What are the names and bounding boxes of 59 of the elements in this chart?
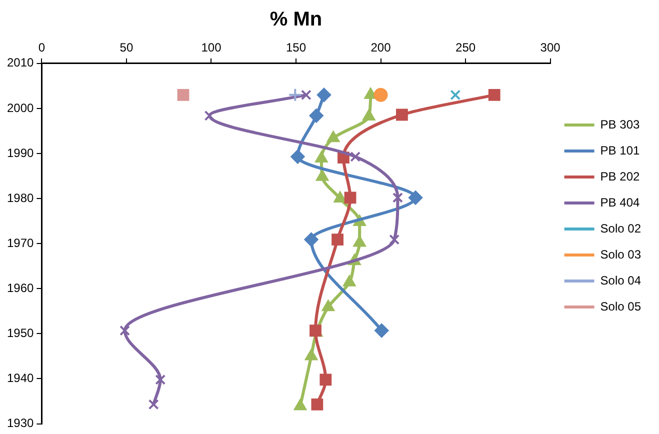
y-tick-label: 1950 <box>6 326 34 340</box>
point <box>327 131 340 142</box>
point <box>148 399 159 410</box>
point <box>389 234 400 245</box>
point <box>362 110 376 121</box>
x-tick-label: 100 <box>201 40 222 55</box>
point <box>305 349 318 360</box>
point <box>177 88 190 101</box>
x-tick-label: 50 <box>120 40 134 55</box>
legend-label: PB 101 <box>600 143 640 158</box>
point <box>120 325 130 336</box>
y-tick-label: 2000 <box>6 100 34 115</box>
legend-label: Solo 03 <box>600 247 642 262</box>
point <box>300 90 312 100</box>
point <box>396 108 408 121</box>
point <box>309 108 324 123</box>
legend-label: PB 202 <box>600 169 640 184</box>
legend-label: Solo 04 <box>600 273 642 288</box>
y-tick-label: 1940 <box>6 371 34 386</box>
point <box>374 88 388 102</box>
x-tick-label: 150 <box>286 40 306 55</box>
point <box>316 88 331 102</box>
x-tick-label: 200 <box>370 40 392 55</box>
legend-label: PB 303 <box>600 117 640 132</box>
y-tick-label: 2010 <box>6 56 34 70</box>
point <box>320 374 332 386</box>
point <box>488 88 500 101</box>
y-tick-label: 1970 <box>6 236 34 250</box>
y-tick-label: 1930 <box>6 416 34 430</box>
point <box>350 151 361 162</box>
point <box>290 150 305 164</box>
point <box>322 300 334 312</box>
x-tick-label: 0 <box>38 40 46 55</box>
legend-label: PB 404 <box>600 195 640 210</box>
x-axis-title: % Mn <box>270 8 322 31</box>
point <box>294 399 306 410</box>
point <box>450 90 461 100</box>
legend-label: Solo 02 <box>600 221 642 236</box>
y-tick-label: 1980 <box>6 190 34 205</box>
point <box>304 232 318 247</box>
point <box>343 275 356 286</box>
point <box>344 192 356 204</box>
point <box>374 324 389 338</box>
point <box>204 110 215 121</box>
legend-label: Solo 05 <box>600 299 642 314</box>
x-tick-label: 250 <box>456 40 476 55</box>
y-tick-label: 1960 <box>6 280 34 295</box>
point <box>408 190 423 205</box>
x-tick-label: 300 <box>540 40 561 55</box>
y-tick-label: 1990 <box>6 146 34 160</box>
point <box>353 236 366 247</box>
point <box>364 88 377 99</box>
point <box>155 374 166 385</box>
point <box>315 151 328 162</box>
point <box>288 88 302 102</box>
point <box>316 170 328 181</box>
point <box>311 398 324 410</box>
point <box>332 234 344 246</box>
point <box>392 192 403 203</box>
